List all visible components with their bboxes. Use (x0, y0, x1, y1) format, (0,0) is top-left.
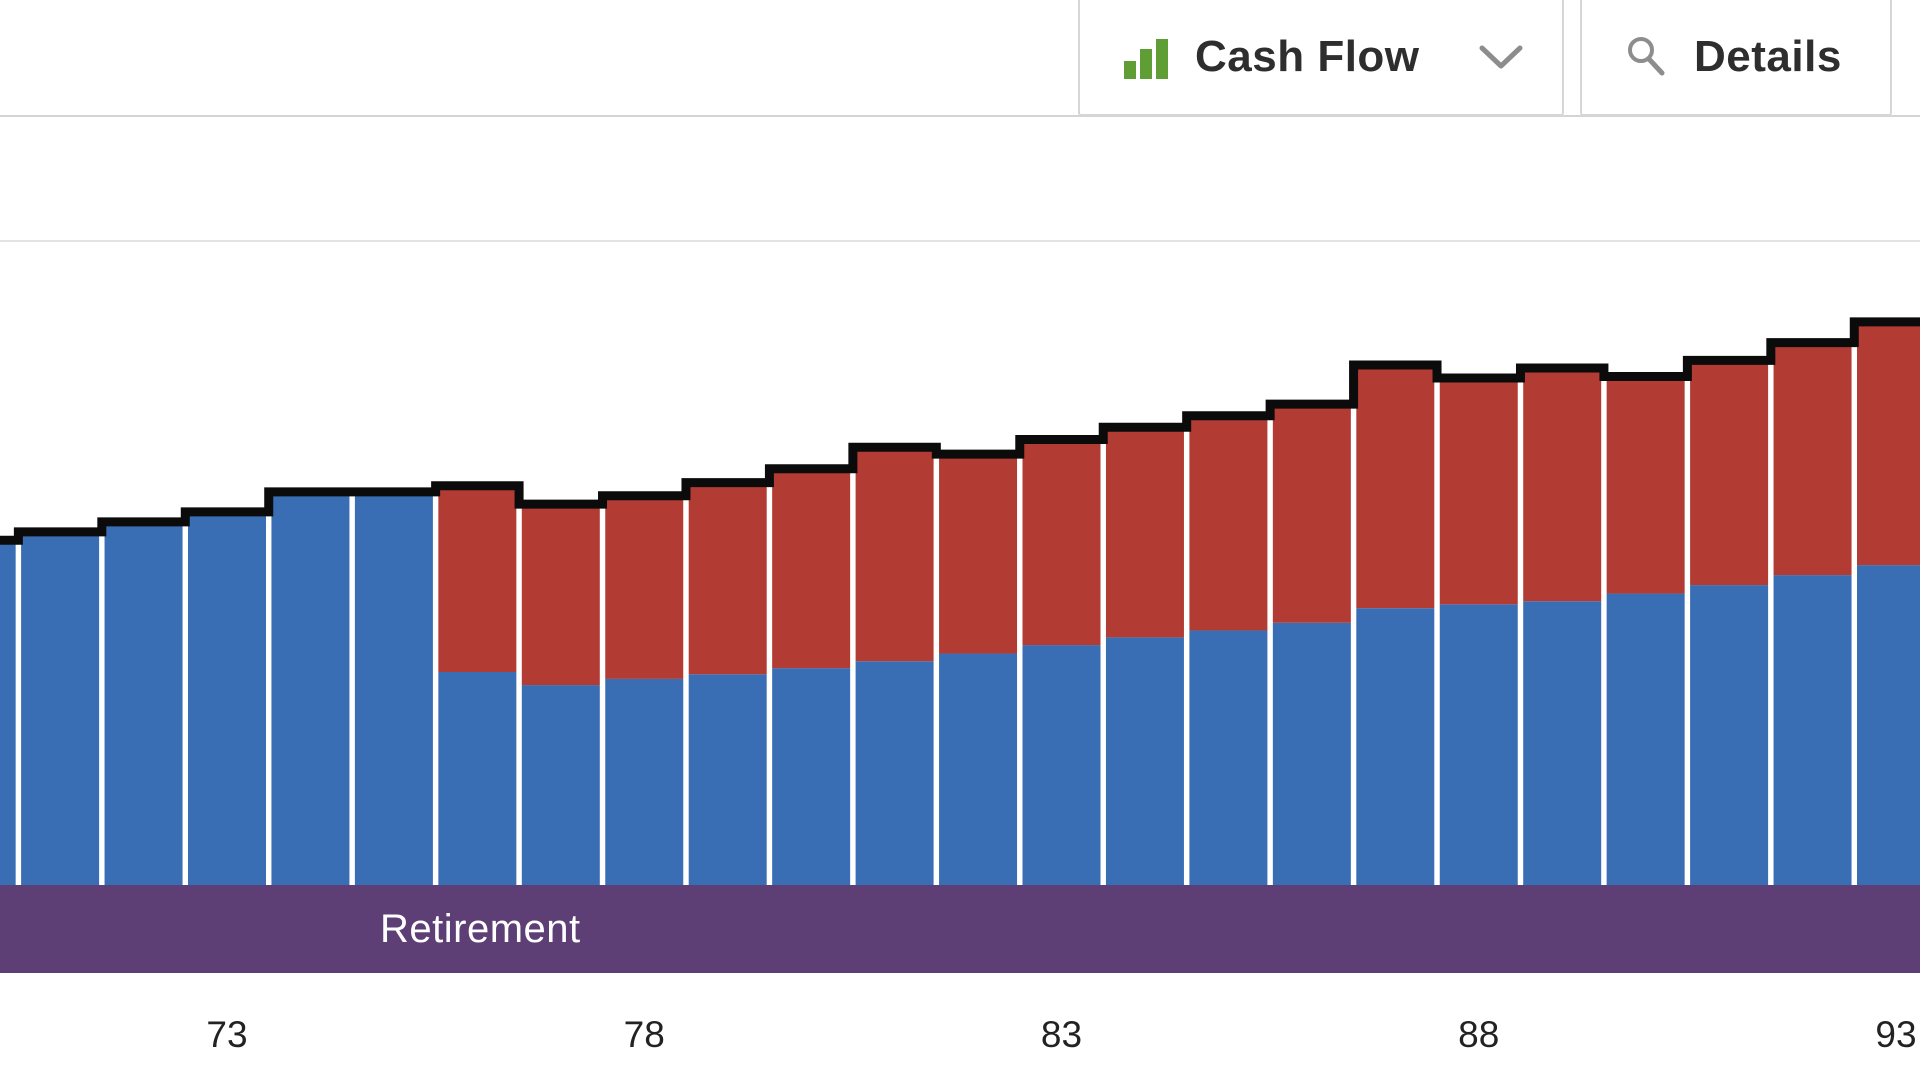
bar-segment-red[interactable] (1022, 442, 1101, 646)
bar-segment-blue[interactable] (1606, 593, 1685, 891)
bar-segment-red[interactable] (1356, 367, 1435, 609)
bar-segment-blue[interactable] (1272, 622, 1351, 891)
x-axis-label: 73 (206, 1014, 248, 1055)
bar-segment-blue[interactable] (939, 653, 1018, 891)
retirement-band-label: Retirement (380, 906, 581, 951)
x-axis-label: 93 (1875, 1014, 1917, 1055)
bar-segment-blue[interactable] (271, 494, 350, 891)
x-axis-label: 78 (623, 1014, 665, 1055)
bar-segment-red[interactable] (1105, 429, 1184, 638)
bar-segment-red[interactable] (1439, 380, 1518, 605)
bar-segment-red[interactable] (855, 449, 934, 662)
bar-segment-red[interactable] (1272, 406, 1351, 623)
bar-segment-blue[interactable] (1189, 630, 1268, 891)
chevron-down-icon (1478, 43, 1524, 71)
bar-segment-red[interactable] (772, 471, 851, 669)
bar-segment-blue[interactable] (104, 524, 183, 891)
bar-segment-blue[interactable] (1690, 585, 1769, 891)
bar-segment-red[interactable] (1857, 324, 1920, 566)
total-step-line (0, 317, 1920, 545)
bar-segment-red[interactable] (1189, 418, 1268, 631)
bar-segment-red[interactable] (1606, 378, 1685, 594)
bar-segment-blue[interactable] (688, 674, 767, 891)
x-axis-label: 83 (1040, 1014, 1083, 1055)
bar-segment-blue[interactable] (1523, 601, 1602, 891)
retirement-band: Retirement (0, 885, 1920, 973)
bar-segment-red[interactable] (939, 456, 1018, 654)
bar-segment-blue[interactable] (354, 494, 433, 891)
bar-segment-blue[interactable] (1356, 608, 1435, 891)
bar-segment-red[interactable] (438, 488, 517, 672)
magnifier-icon (1628, 37, 1665, 76)
bar-segment-blue[interactable] (188, 514, 266, 891)
bar-segment-red[interactable] (688, 485, 767, 675)
bar-segment-blue[interactable] (21, 534, 100, 891)
bar-segment-blue[interactable] (1105, 637, 1184, 891)
bar-segment-blue[interactable] (521, 685, 600, 891)
bar-chart-icon (1124, 39, 1168, 79)
cash-flow-button[interactable]: Cash Flow (1078, 0, 1564, 116)
bar-segment-red[interactable] (1690, 362, 1769, 586)
x-axis-label: 88 (1458, 1014, 1500, 1055)
details-button-label: Details (1694, 32, 1842, 81)
bar-segment-red[interactable] (521, 506, 600, 686)
x-axis: 73 78 83 88 93 (0, 1014, 1920, 1064)
bar-segment-blue[interactable] (1857, 565, 1920, 891)
cash-flow-button-label: Cash Flow (1195, 32, 1420, 81)
bar-segment-blue[interactable] (1439, 604, 1518, 891)
bar-segment-blue[interactable] (855, 661, 934, 891)
bar-segment-blue[interactable] (1773, 575, 1852, 891)
bar-segment-blue[interactable] (0, 542, 16, 891)
bar-segment-red[interactable] (1773, 345, 1852, 576)
bar-segment-blue[interactable] (605, 678, 684, 891)
bar-segment-red[interactable] (605, 498, 684, 679)
bar-segment-blue[interactable] (1022, 645, 1101, 891)
bar-segment-blue[interactable] (438, 671, 517, 891)
bar-segment-blue[interactable] (772, 668, 851, 891)
details-button[interactable]: Details (1580, 0, 1892, 116)
bar-segment-red[interactable] (1523, 370, 1602, 602)
